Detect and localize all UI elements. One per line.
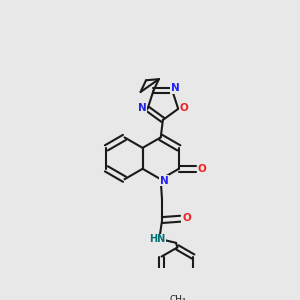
Text: N: N [160,176,168,186]
Text: O: O [198,164,207,174]
Text: N: N [171,83,180,93]
Text: O: O [182,213,191,223]
Text: HN: HN [149,234,165,244]
Text: CH₃: CH₃ [169,295,186,300]
Text: N: N [138,103,147,113]
Text: O: O [180,103,188,113]
